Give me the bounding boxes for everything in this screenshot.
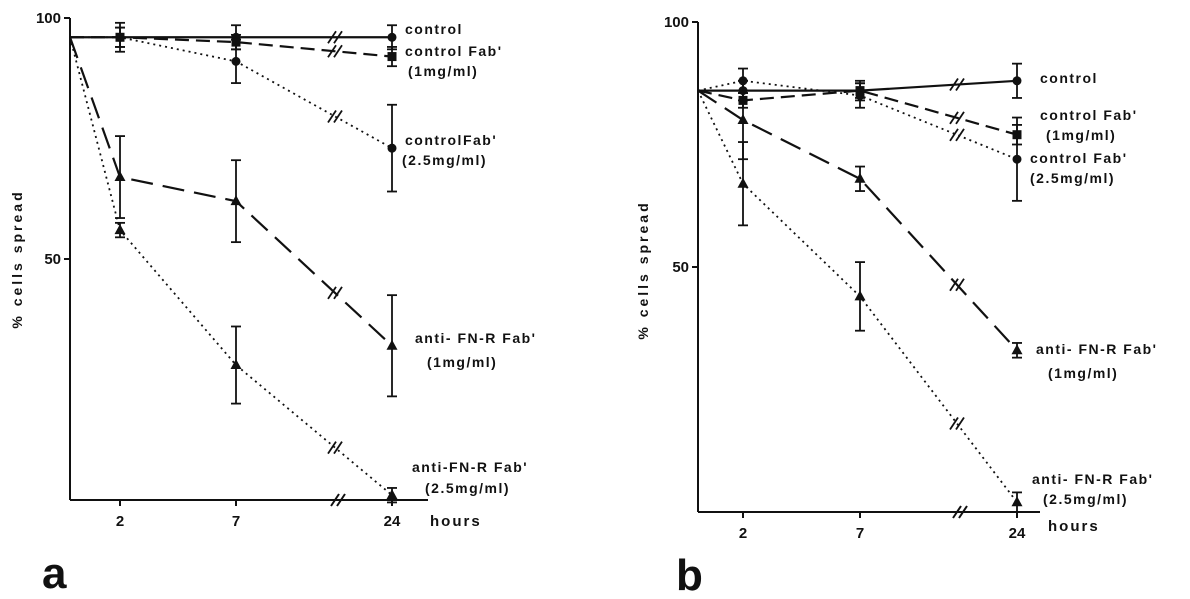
y-tick-label: 50	[672, 259, 689, 276]
x-axis-break	[952, 505, 962, 519]
panel-a-label-anti-fnr-1-conc: (1mg/ml)	[427, 354, 497, 370]
series-line	[697, 89, 1018, 136]
data-point	[1011, 496, 1023, 507]
panel-b-label-anti-fnr-1-conc: (1mg/ml)	[1048, 365, 1118, 381]
series-break-mark	[949, 128, 959, 142]
series-break-mark	[949, 78, 959, 92]
series-break-mark	[327, 44, 337, 58]
series-break-mark	[955, 278, 965, 292]
series-break-mark	[949, 278, 959, 292]
x-tick-label: 7	[232, 513, 240, 530]
x-tick-label: 7	[856, 525, 864, 542]
data-point	[737, 114, 749, 124]
series-line	[70, 36, 393, 149]
panel-b-label-control-fab-1: control Fab'	[1040, 107, 1138, 123]
series-break-mark	[327, 109, 337, 123]
panel-b-label-control-fab-2-5-conc: (2.5mg/ml)	[1030, 170, 1115, 186]
panel-b-label-control-fab-2-5: control Fab'	[1030, 150, 1128, 166]
panel-a-label-anti-fnr-2-5-conc: (2.5mg/ml)	[425, 480, 510, 496]
data-point	[231, 56, 241, 66]
panel-a-x-unit-label: hours	[430, 513, 482, 530]
panel-b-label-control: control	[1040, 70, 1098, 86]
data-point	[386, 489, 398, 500]
x-axis-break	[958, 505, 968, 519]
data-point	[230, 195, 242, 206]
series-break-mark	[333, 109, 343, 123]
panel-a-label-control-fab-2-5-conc: (2.5mg/ml)	[402, 152, 487, 168]
series-break-mark	[333, 44, 343, 58]
series-2	[70, 26, 397, 193]
panel-b-label-anti-fnr-2-5: anti- FN-R Fab'	[1032, 471, 1153, 487]
data-point	[387, 52, 397, 62]
y-tick-label: 100	[36, 10, 61, 27]
series-3	[697, 79, 1023, 359]
series-3	[68, 36, 398, 398]
data-point	[855, 91, 865, 100]
series-break-mark	[949, 417, 959, 431]
x-tick-label: 24	[384, 513, 401, 530]
data-point	[387, 143, 397, 153]
panel-a-label-control-fab-1-conc: (1mg/ml)	[408, 63, 478, 79]
y-tick-label: 50	[44, 251, 61, 268]
panel-b-chart: % cells spread hours b 100 50 2 7 24 control…	[635, 14, 1157, 599]
series-break-mark	[333, 286, 343, 300]
data-point	[230, 359, 242, 370]
data-point	[1011, 344, 1023, 355]
series-line	[69, 37, 393, 496]
series-break-mark	[327, 286, 337, 300]
series-break-mark	[955, 128, 965, 142]
series-4	[69, 37, 398, 504]
panel-a-label-control-fab-1: control Fab'	[405, 43, 503, 59]
data-point	[737, 177, 749, 188]
panel-a-label-control: control	[405, 21, 463, 37]
panel-a-chart: % cells spread hours a 100 50 2 7 24 control…	[9, 10, 536, 598]
series-break-mark	[333, 30, 343, 44]
panel-a-label-control-fab-2-5: controlFab'	[405, 132, 497, 148]
data-point	[1012, 154, 1022, 164]
panel-b-label-anti-fnr-1: anti- FN-R Fab'	[1036, 341, 1157, 357]
y-tick-label: 100	[664, 14, 689, 31]
data-point	[387, 32, 397, 42]
series-break-mark	[955, 78, 965, 92]
panel-a-letter: a	[42, 549, 67, 598]
series-line	[68, 36, 393, 347]
panel-a-label-anti-fnr-1: anti- FN-R Fab'	[415, 330, 536, 346]
series-line	[698, 79, 1018, 92]
series-break-mark	[955, 417, 965, 431]
x-tick-label: 24	[1009, 525, 1026, 542]
data-point	[854, 172, 866, 183]
data-point	[114, 224, 126, 235]
series-break-mark	[955, 111, 965, 125]
data-point	[854, 290, 866, 301]
series-line	[697, 89, 1018, 352]
panel-a-label-anti-fnr-2-5: anti-FN-R Fab'	[412, 459, 528, 475]
data-point	[1012, 76, 1022, 86]
x-tick-label: 2	[739, 525, 747, 542]
data-point	[115, 32, 125, 42]
x-axis-break	[330, 493, 340, 507]
data-point	[114, 171, 126, 182]
panel-a-y-axis-label: % cells spread	[9, 189, 25, 328]
panel-b-label-anti-fnr-2-5-conc: (2.5mg/ml)	[1043, 491, 1128, 507]
panel-b-y-axis-label: % cells spread	[635, 200, 651, 339]
series-break-mark	[949, 111, 959, 125]
series-break-mark	[327, 441, 337, 455]
series-4	[697, 90, 1023, 513]
data-point	[386, 339, 398, 350]
panel-b-letter: b	[676, 551, 703, 599]
series-break-mark	[333, 441, 343, 455]
panel-b-x-unit-label: hours	[1048, 518, 1100, 535]
x-axis-break	[336, 493, 346, 507]
series-break-mark	[327, 30, 337, 44]
x-tick-label: 2	[116, 513, 124, 530]
panel-b-label-control-fab-1-conc: (1mg/ml)	[1046, 127, 1116, 143]
